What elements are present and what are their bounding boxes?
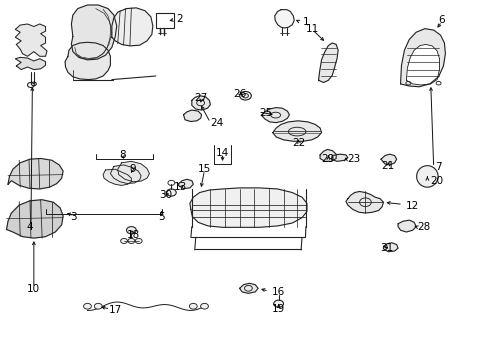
Text: 24: 24 (210, 118, 223, 128)
Polygon shape (71, 5, 117, 60)
Polygon shape (239, 283, 258, 293)
Text: 30: 30 (159, 190, 172, 200)
Polygon shape (183, 110, 201, 122)
Polygon shape (6, 200, 63, 238)
Text: 10: 10 (27, 284, 41, 294)
Text: 25: 25 (259, 108, 272, 118)
Ellipse shape (135, 238, 142, 243)
Text: 22: 22 (292, 139, 305, 148)
Ellipse shape (128, 238, 135, 243)
Polygon shape (118, 161, 149, 182)
Polygon shape (345, 192, 383, 213)
Ellipse shape (121, 238, 127, 243)
Text: 1: 1 (303, 17, 309, 27)
Text: 11: 11 (305, 24, 319, 35)
Polygon shape (191, 96, 210, 110)
Polygon shape (400, 29, 445, 87)
Polygon shape (110, 165, 141, 184)
Polygon shape (320, 149, 335, 161)
Text: 5: 5 (158, 212, 164, 221)
Polygon shape (318, 43, 337, 82)
Polygon shape (103, 169, 131, 185)
Polygon shape (330, 154, 347, 161)
Polygon shape (261, 108, 289, 123)
Ellipse shape (416, 166, 437, 187)
Text: 6: 6 (438, 15, 445, 26)
Polygon shape (189, 188, 306, 227)
Polygon shape (380, 154, 396, 165)
Text: 13: 13 (173, 182, 186, 192)
Polygon shape (274, 10, 294, 28)
Polygon shape (383, 243, 397, 252)
Text: 31: 31 (380, 243, 393, 253)
Polygon shape (8, 158, 63, 189)
Ellipse shape (126, 226, 136, 234)
Text: 9: 9 (129, 164, 135, 174)
Polygon shape (397, 220, 415, 232)
Ellipse shape (83, 303, 91, 309)
Ellipse shape (200, 303, 208, 309)
Polygon shape (65, 42, 110, 80)
Ellipse shape (273, 300, 283, 307)
Text: 3: 3 (70, 212, 77, 221)
Polygon shape (15, 24, 47, 56)
Text: 27: 27 (194, 93, 207, 103)
Polygon shape (406, 44, 439, 85)
Text: 26: 26 (232, 89, 246, 99)
Text: 20: 20 (429, 176, 442, 186)
Text: 8: 8 (119, 150, 125, 160)
Text: 7: 7 (434, 162, 440, 172)
Text: 4: 4 (26, 222, 33, 231)
Text: 28: 28 (417, 222, 430, 232)
Text: 16: 16 (271, 287, 284, 297)
Ellipse shape (189, 303, 197, 309)
Text: 23: 23 (346, 154, 359, 164)
Polygon shape (272, 121, 321, 141)
Ellipse shape (94, 303, 102, 309)
Text: 19: 19 (271, 304, 285, 314)
Bar (156, 13, 174, 28)
Text: 14: 14 (216, 148, 229, 158)
Text: 2: 2 (176, 14, 183, 24)
Text: 17: 17 (109, 305, 122, 315)
Text: 18: 18 (126, 230, 140, 239)
Polygon shape (112, 8, 153, 46)
Text: 12: 12 (405, 201, 418, 211)
Ellipse shape (166, 189, 176, 196)
Text: 15: 15 (198, 164, 211, 174)
Polygon shape (178, 179, 193, 189)
Polygon shape (15, 57, 45, 69)
Ellipse shape (239, 91, 251, 100)
Text: 21: 21 (381, 161, 394, 171)
Text: 29: 29 (321, 154, 334, 164)
